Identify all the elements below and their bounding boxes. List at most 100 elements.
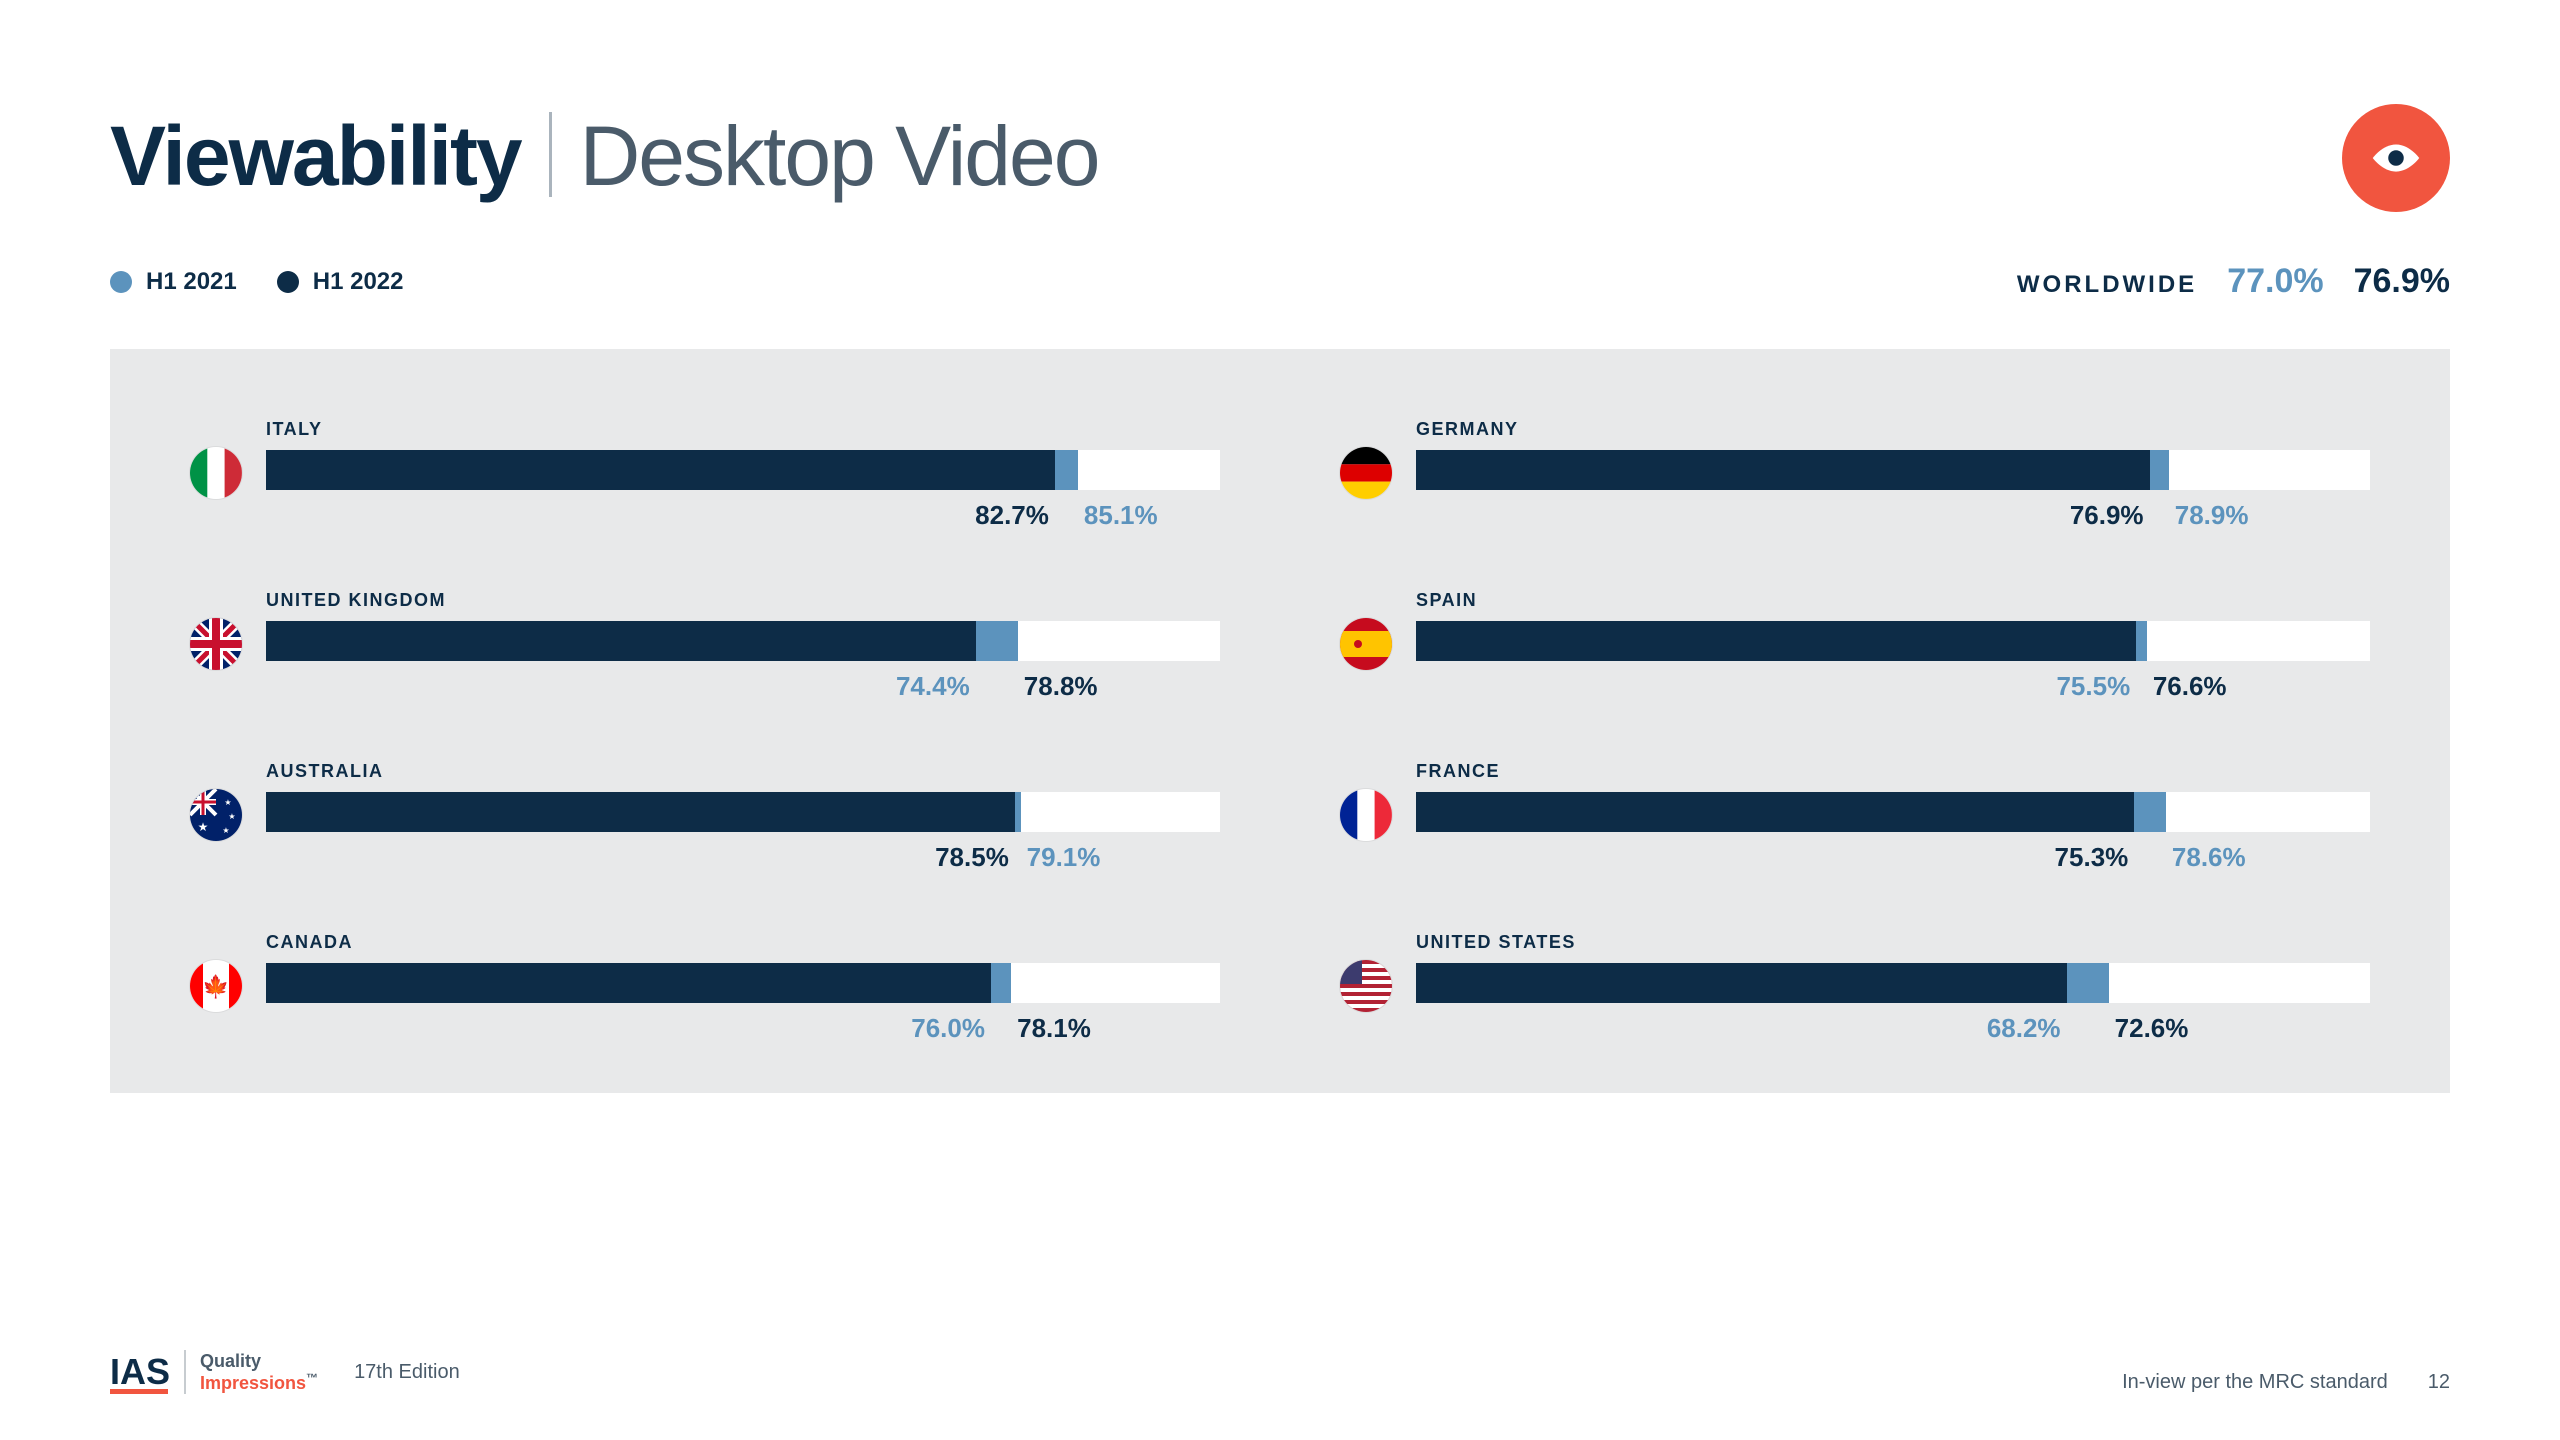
- edition-label: 17th Edition: [354, 1361, 460, 1384]
- country-row: ★ ★ ★ ★ AUSTRALIA 78.5% 79.1%: [190, 761, 1220, 872]
- flag-icon: [1340, 789, 1392, 841]
- country-name: AUSTRALIA: [266, 761, 1220, 782]
- country-row: FRANCE 75.3% 78.6%: [1340, 761, 2370, 872]
- page-footer: IAS Quality Impressions™ 17th Edition In…: [110, 1350, 2450, 1394]
- flag-icon: [1340, 618, 1392, 670]
- ias-logo: IAS: [110, 1351, 170, 1394]
- title-row: Viewability Desktop Video: [110, 100, 1098, 205]
- quality-impressions: Quality Impressions™: [200, 1351, 318, 1393]
- svg-text:🍁: 🍁: [202, 974, 229, 999]
- bar-h1-min: [1416, 963, 2067, 1003]
- country-row: 🍁 CANADA 76.0% 78.1%: [190, 932, 1220, 1043]
- bar-h1-min: [266, 963, 991, 1003]
- country-body: AUSTRALIA 78.5% 79.1%: [266, 761, 1220, 872]
- bar-values: 78.5% 79.1%: [266, 842, 1220, 872]
- country-name: SPAIN: [1416, 590, 2370, 611]
- bar-track: [1416, 450, 2370, 490]
- quality-line2: Impressions: [200, 1373, 306, 1393]
- title-light: Desktop Video: [580, 108, 1099, 205]
- footer-right: In-view per the MRC standard 12: [2122, 1371, 2450, 1394]
- country-row: ITALY 82.7% 85.1%: [190, 419, 1220, 530]
- flag-icon: [1340, 960, 1392, 1012]
- legend-dot-2021: [110, 271, 132, 293]
- country-body: FRANCE 75.3% 78.6%: [1416, 761, 2370, 872]
- country-row: GERMANY 76.9% 78.9%: [1340, 419, 2370, 530]
- chart-area: ITALY 82.7% 85.1% GERMANY 76.9% 78.9%: [110, 349, 2450, 1093]
- value-right: 72.6%: [2115, 1013, 2189, 1044]
- flag-icon: [190, 447, 242, 499]
- value-left: 74.4%: [896, 671, 970, 702]
- value-right: 78.8%: [1024, 671, 1098, 702]
- svg-text:★: ★: [224, 798, 231, 807]
- legend-dot-2022: [277, 271, 299, 293]
- bar-track: [1416, 963, 2370, 1003]
- country-body: GERMANY 76.9% 78.9%: [1416, 419, 2370, 530]
- worldwide-2021: 77.0%: [2227, 262, 2323, 301]
- country-name: CANADA: [266, 932, 1220, 953]
- bar-track: [266, 792, 1220, 832]
- bar-values: 74.4% 78.8%: [266, 671, 1220, 701]
- bar-values: 82.7% 85.1%: [266, 500, 1220, 530]
- subheader: H1 2021 H1 2022 WORLDWIDE 77.0% 76.9%: [110, 262, 2450, 301]
- bar-values: 76.0% 78.1%: [266, 1013, 1220, 1043]
- country-row: UNITED KINGDOM 74.4% 78.8%: [190, 590, 1220, 701]
- country-body: UNITED KINGDOM 74.4% 78.8%: [266, 590, 1220, 701]
- svg-text:★: ★: [222, 826, 229, 835]
- value-left: 76.9%: [2070, 500, 2144, 531]
- svg-text:★: ★: [198, 820, 209, 834]
- bar-h1-min: [266, 621, 976, 661]
- value-left: 75.3%: [2055, 842, 2129, 873]
- value-left: 78.5%: [935, 842, 1009, 873]
- country-row: UNITED STATES 68.2% 72.6%: [1340, 932, 2370, 1043]
- value-right: 85.1%: [1084, 500, 1158, 531]
- ias-logo-text: IAS: [110, 1351, 170, 1392]
- value-right: 78.9%: [2175, 500, 2249, 531]
- footer-left: IAS Quality Impressions™ 17th Edition: [110, 1350, 460, 1394]
- country-body: SPAIN 75.5% 76.6%: [1416, 590, 2370, 701]
- country-name: UNITED STATES: [1416, 932, 2370, 953]
- flag-icon: 🍁: [190, 960, 242, 1012]
- bar-values: 68.2% 72.6%: [1416, 1013, 2370, 1043]
- value-right: 79.1%: [1027, 842, 1101, 873]
- title-divider: [549, 112, 552, 197]
- worldwide-2022: 76.9%: [2354, 262, 2450, 301]
- legend: H1 2021 H1 2022: [110, 268, 404, 296]
- bar-h1-min: [1416, 621, 2136, 661]
- trademark-icon: ™: [306, 1371, 318, 1385]
- bar-values: 75.3% 78.6%: [1416, 842, 2370, 872]
- quality-line1: Quality: [200, 1351, 318, 1372]
- bar-track: [266, 963, 1220, 1003]
- bar-h1-min: [1416, 792, 2134, 832]
- country-name: ITALY: [266, 419, 1220, 440]
- value-right: 78.1%: [1017, 1013, 1091, 1044]
- country-name: FRANCE: [1416, 761, 2370, 782]
- legend-label-2021: H1 2021: [146, 268, 237, 296]
- bar-track: [1416, 621, 2370, 661]
- footer-divider: [184, 1350, 186, 1394]
- footer-note: In-view per the MRC standard: [2122, 1371, 2388, 1394]
- bar-h1-min: [1416, 450, 2150, 490]
- value-right: 78.6%: [2172, 842, 2246, 873]
- legend-h1-2021: H1 2021: [110, 268, 237, 296]
- country-row: SPAIN 75.5% 76.6%: [1340, 590, 2370, 701]
- legend-h1-2022: H1 2022: [277, 268, 404, 296]
- bar-track: [1416, 792, 2370, 832]
- value-left: 76.0%: [911, 1013, 985, 1044]
- flag-icon: ★ ★ ★ ★: [190, 789, 242, 841]
- value-left: 68.2%: [1987, 1013, 2061, 1044]
- bar-values: 76.9% 78.9%: [1416, 500, 2370, 530]
- bar-track: [266, 621, 1220, 661]
- country-body: UNITED STATES 68.2% 72.6%: [1416, 932, 2370, 1043]
- bar-h1-min: [266, 450, 1055, 490]
- value-left: 75.5%: [2056, 671, 2130, 702]
- country-name: GERMANY: [1416, 419, 2370, 440]
- flag-icon: [1340, 447, 1392, 499]
- svg-text:★: ★: [228, 812, 235, 821]
- country-name: UNITED KINGDOM: [266, 590, 1220, 611]
- value-right: 76.6%: [2153, 671, 2227, 702]
- page-number: 12: [2428, 1371, 2450, 1394]
- worldwide-label: WORLDWIDE: [2017, 271, 2197, 299]
- value-left: 82.7%: [975, 500, 1049, 531]
- country-body: CANADA 76.0% 78.1%: [266, 932, 1220, 1043]
- page-header: Viewability Desktop Video: [110, 100, 2450, 212]
